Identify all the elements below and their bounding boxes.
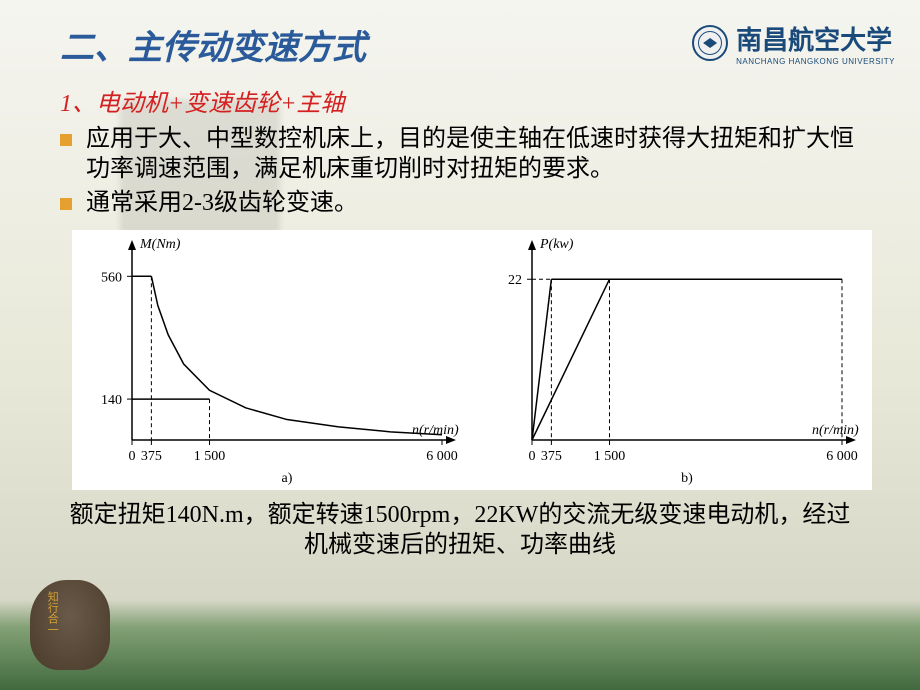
bullet-item: 应用于大、中型数控机床上，目的是使主轴在低速时获得大扭矩和扩大恒功率调速范围，满… bbox=[60, 124, 860, 184]
svg-text:0: 0 bbox=[129, 449, 136, 464]
svg-text:140: 140 bbox=[101, 393, 122, 408]
section-title: 二、主传动变速方式 bbox=[60, 20, 860, 69]
svg-text:6 000: 6 000 bbox=[826, 449, 858, 464]
bullet-text: 应用于大、中型数控机床上，目的是使主轴在低速时获得大扭矩和扩大恒功率调速范围，满… bbox=[86, 124, 860, 184]
section-subtitle: 1、电动机+变速齿轮+主轴 bbox=[60, 83, 860, 118]
bullet-icon bbox=[60, 134, 72, 146]
bg-rock bbox=[30, 580, 110, 670]
charts-container: M(Nm) n(r/min) 0 375 1 500 6 000 140 560 a) P(kw… bbox=[72, 230, 872, 490]
svg-text:560: 560 bbox=[101, 270, 122, 285]
svg-text:1 500: 1 500 bbox=[594, 449, 626, 464]
svg-text:375: 375 bbox=[141, 449, 162, 464]
svg-text:b): b) bbox=[681, 471, 693, 486]
bullet-text: 通常采用2-3级齿轮变速。 bbox=[86, 188, 358, 218]
chart-b: P(kw) n(r/min) 0 375 1 500 6 000 22 b) bbox=[472, 230, 872, 490]
svg-text:P(kw): P(kw) bbox=[539, 237, 574, 252]
svg-text:375: 375 bbox=[541, 449, 562, 464]
bg-grass bbox=[0, 600, 920, 690]
svg-text:22: 22 bbox=[508, 273, 522, 288]
svg-text:6 000: 6 000 bbox=[426, 449, 458, 464]
rock-inscription: 知行合一 bbox=[45, 591, 58, 635]
svg-text:n(r/min): n(r/min) bbox=[412, 423, 459, 438]
chart-a: M(Nm) n(r/min) 0 375 1 500 6 000 140 560 a) bbox=[72, 230, 472, 490]
svg-text:0: 0 bbox=[529, 449, 536, 464]
figure-caption: 额定扭矩140N.m，额定转速1500rpm，22KW的交流无级变速电动机，经过… bbox=[60, 500, 860, 560]
svg-text:a): a) bbox=[282, 471, 293, 486]
bullet-item: 通常采用2-3级齿轮变速。 bbox=[60, 188, 860, 218]
svg-text:1 500: 1 500 bbox=[194, 449, 226, 464]
bullet-icon bbox=[60, 198, 72, 210]
svg-text:n(r/min): n(r/min) bbox=[812, 423, 859, 438]
svg-text:M(Nm): M(Nm) bbox=[139, 237, 181, 252]
